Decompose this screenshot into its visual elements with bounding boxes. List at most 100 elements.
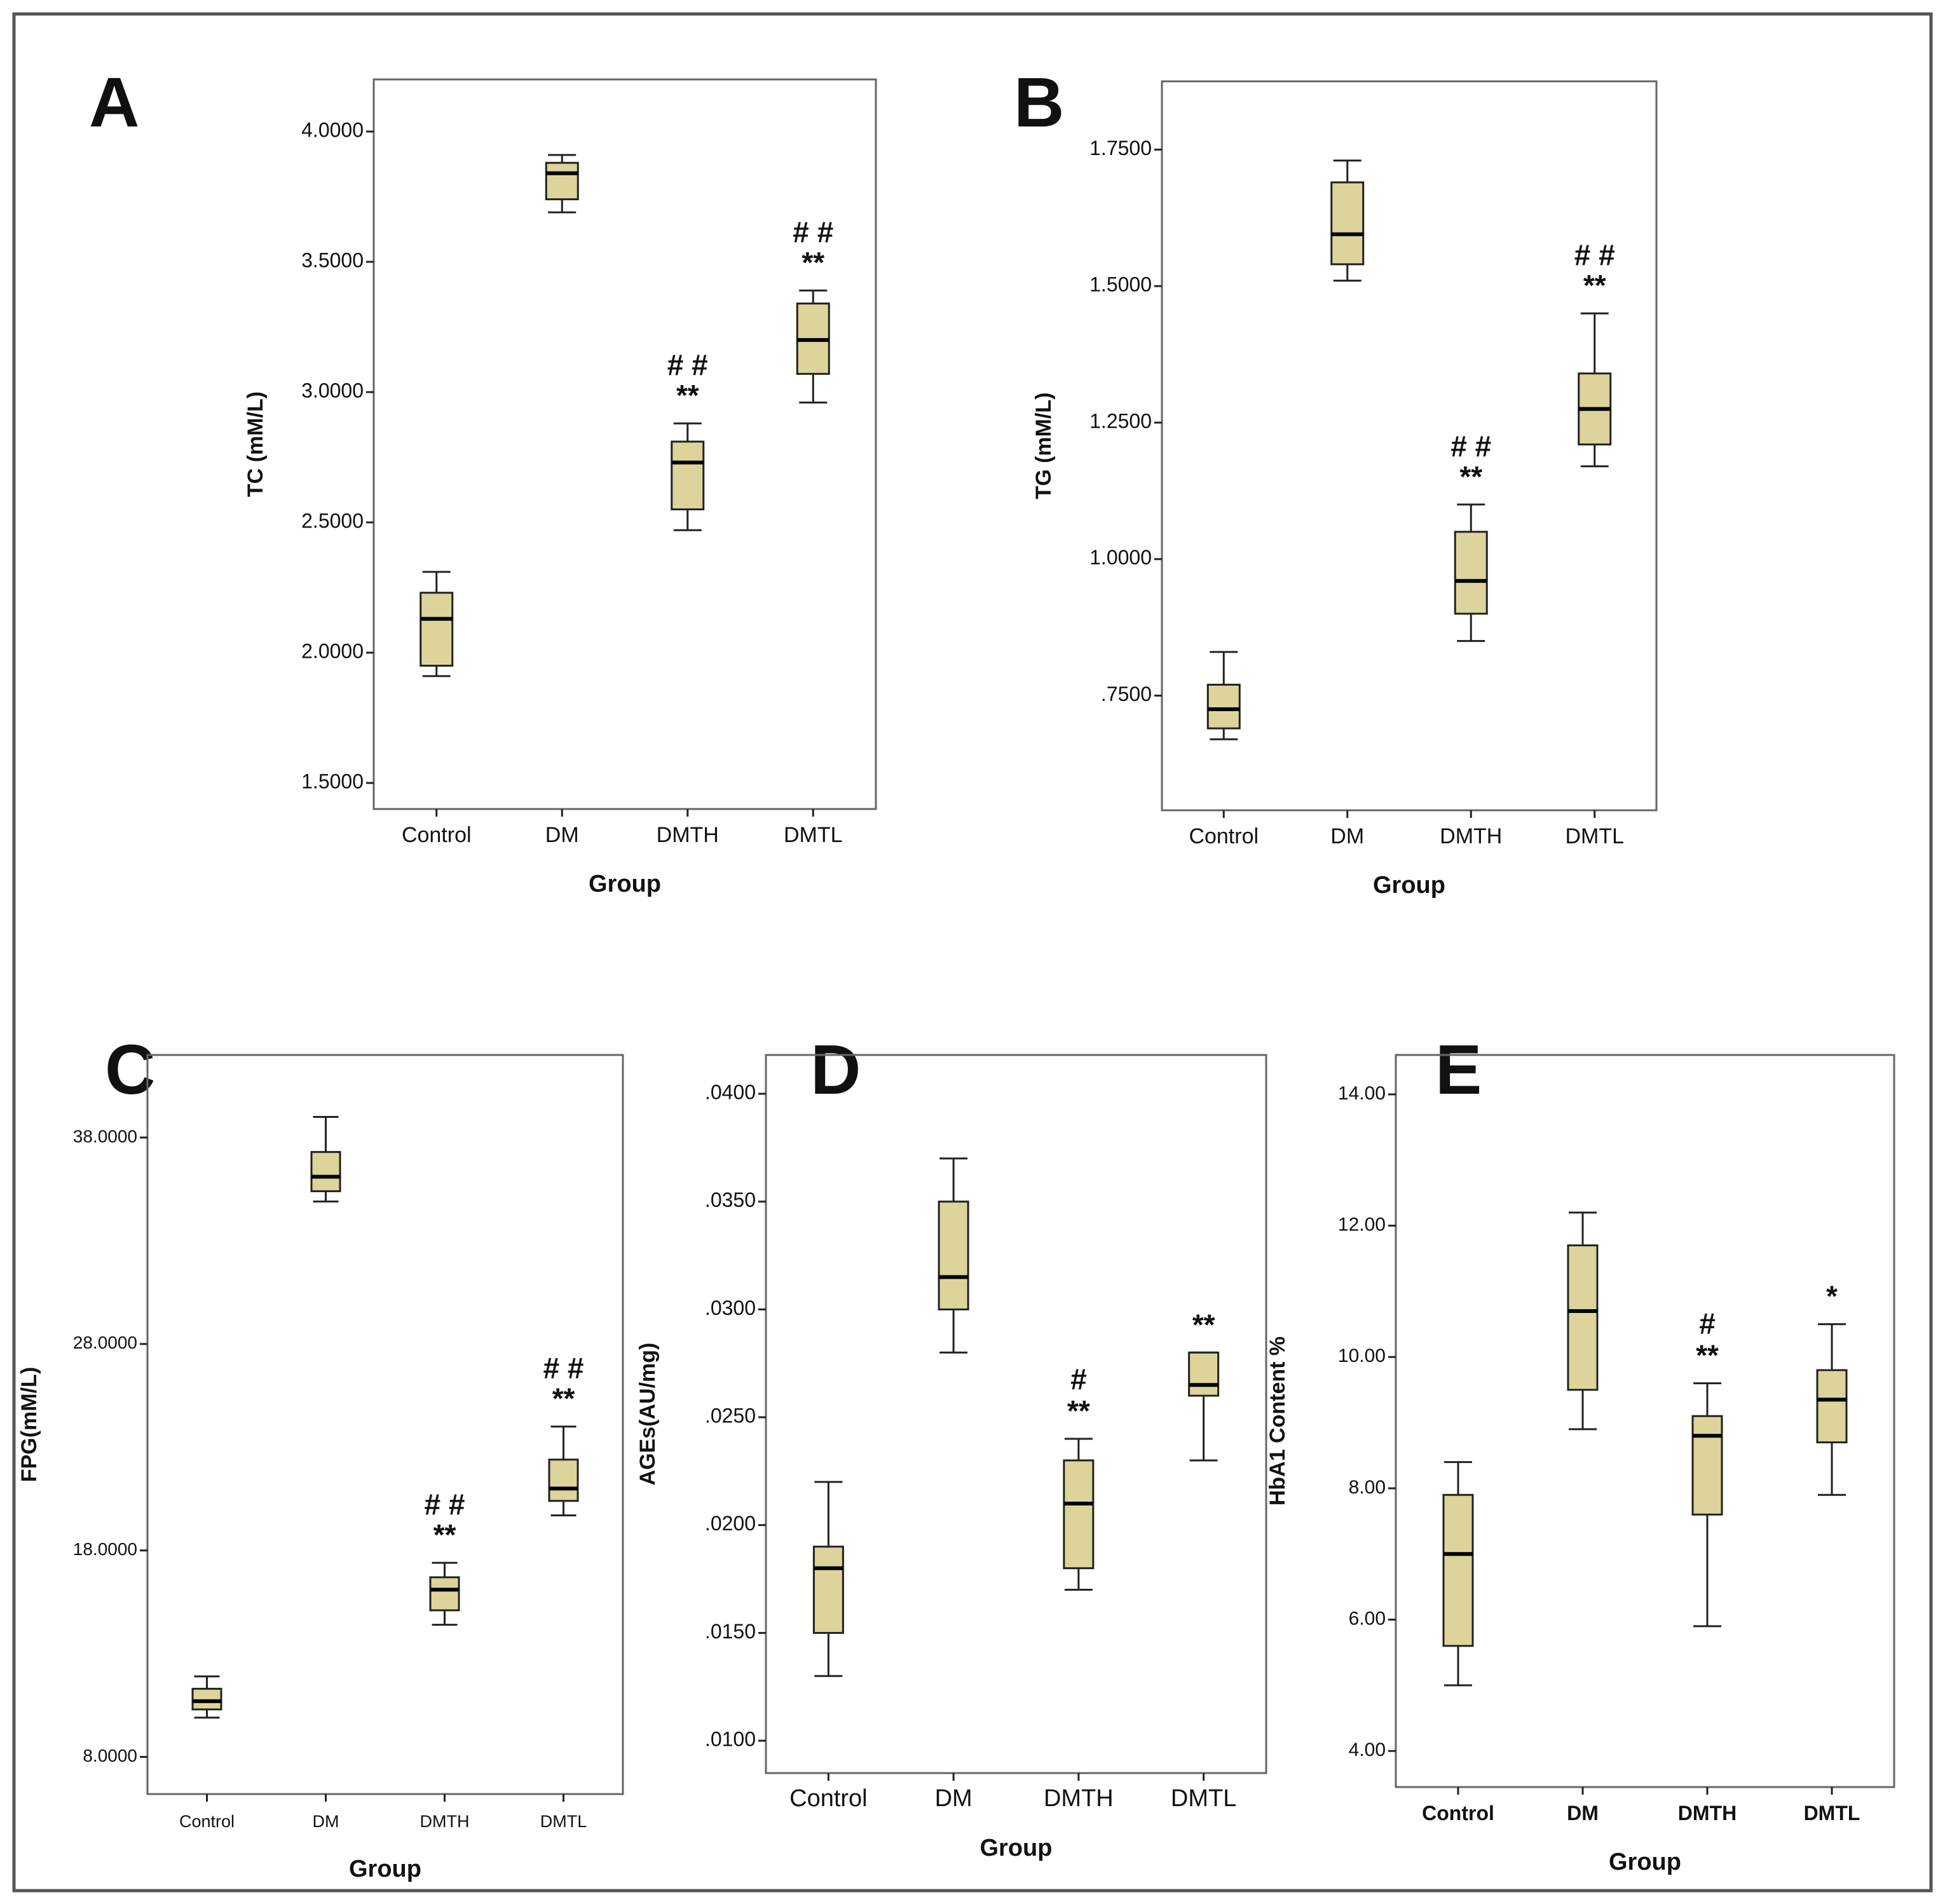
x-axis-title: Group [349,1856,421,1882]
significance-marker: # # [543,1352,584,1385]
box-dmth [1454,503,1488,643]
x-category-label: DM [1567,1802,1599,1825]
y-tick-label: 1.7500 [1089,137,1152,160]
y-tick-label: .0400 [705,1081,756,1104]
y-tick-label: .0150 [705,1620,756,1643]
plot-frame [1161,80,1658,812]
x-category-label: Control [1189,824,1259,848]
x-axis-title: Group [1373,872,1445,899]
significance-marker: ** [1696,1339,1719,1372]
x-category-label: DMTH [1678,1802,1737,1825]
y-axis-title: TC (mM/L) [243,391,268,497]
x-axis-title: Group [589,871,661,897]
box-control [1206,651,1241,740]
significance-marker: * [1826,1280,1838,1313]
box-dm [310,1115,341,1203]
y-tick-label: 8.00 [1349,1477,1386,1498]
significance-marker: ** [1192,1308,1215,1341]
iqr-box [1567,1244,1599,1391]
x-category-label: DMTH [420,1812,470,1831]
iqr-box [1442,1493,1474,1647]
iqr-box [548,1459,579,1502]
x-category-label: DM [1330,824,1364,848]
x-axis-title: Group [980,1835,1053,1861]
iqr-box [545,161,579,201]
box-dmtl [1188,1351,1220,1462]
box-dmth [671,422,705,531]
y-tick-label: 1.5000 [301,770,364,792]
plot-frame [1395,1054,1895,1788]
x-category-label: DM [545,823,579,847]
significance-marker: ** [802,246,824,279]
y-tick-label: 18.0000 [73,1539,137,1559]
panel-e: E 4.00 6.00 8.00 10.00 12.00 14.00 Control DM DMT… [1266,1031,1895,1875]
iqr-box [1063,1459,1095,1570]
panel-d: D .0100 .0150 .0200 .0250 .0300 .0350 .0400 Cont… [636,1031,1267,1861]
panel-label: D [810,1031,861,1109]
figure-border [12,12,1933,1893]
significance-marker: # # [1450,430,1491,463]
x-category-label: DMTH [657,823,719,847]
x-category-label: Control [402,823,472,847]
plot-frame [372,78,877,810]
box-dmth [429,1561,460,1626]
box-dm [1567,1211,1599,1431]
y-tick-label: 1.2500 [1089,409,1152,432]
y-tick-label: .0100 [705,1728,756,1751]
y-tick-label: 28.0000 [73,1333,137,1352]
iqr-box [1206,683,1241,730]
iqr-box [671,440,705,511]
y-tick-label: 14.00 [1338,1083,1386,1104]
box-dm [545,154,579,214]
plot-frame [146,1054,624,1795]
significance-marker: # [1070,1363,1087,1396]
y-tick-label: .0350 [705,1188,756,1211]
box-dmth [1691,1382,1723,1628]
x-category-label: DM [935,1785,972,1812]
box-dmth [1063,1438,1095,1591]
y-tick-label: 12.00 [1338,1214,1386,1235]
significance-marker: ** [676,379,699,412]
significance-marker: # # [667,348,708,381]
iqr-box [420,592,454,667]
iqr-box [1330,181,1365,266]
y-axis-title: TG (mM/L) [1032,392,1056,499]
iqr-box [1454,531,1488,615]
x-category-label: DMTH [1440,824,1502,848]
x-category-label: DMTL [1171,1785,1236,1812]
iqr-box [310,1151,341,1192]
panel-a: A 1.5000 2.0000 2.5000 3.0000 3.5000 4.0000 Con… [89,64,877,897]
panel-label: E [1435,1031,1482,1109]
y-tick-label: .0250 [705,1404,756,1427]
x-category-label: Control [789,1785,868,1812]
significance-marker: ** [1583,269,1606,302]
iqr-box [1691,1415,1723,1516]
significance-marker: ** [1067,1394,1090,1427]
x-category-label: Control [179,1812,235,1831]
y-tick-label: 3.5000 [301,248,364,271]
iqr-box [1188,1351,1220,1397]
iqr-box [429,1576,460,1612]
x-category-label: Control [1422,1802,1494,1825]
box-control [812,1481,844,1677]
box-dmtl [796,289,830,404]
y-tick-label: .0300 [705,1296,756,1319]
y-tick-label: .7500 [1101,683,1152,705]
x-category-label: DMTL [540,1812,587,1831]
y-tick-label: 1.5000 [1089,273,1152,296]
y-axis-title: FPG(mM/L) [17,1367,41,1482]
y-tick-label: 8.0000 [83,1746,137,1765]
y-tick-label: 1.0000 [1089,546,1152,569]
iqr-box [191,1687,222,1711]
y-tick-label: 2.5000 [301,509,364,532]
box-control [1442,1461,1474,1687]
significance-marker: # # [425,1488,465,1521]
y-tick-label: 2.0000 [301,639,364,662]
y-tick-label: 6.00 [1349,1608,1386,1629]
x-category-label: DMTL [784,823,843,847]
box-control [191,1675,222,1719]
y-axis-title: HbA1 Content % [1266,1336,1290,1506]
significance-marker: ** [1459,460,1482,493]
x-category-label: DMTL [1565,824,1624,848]
